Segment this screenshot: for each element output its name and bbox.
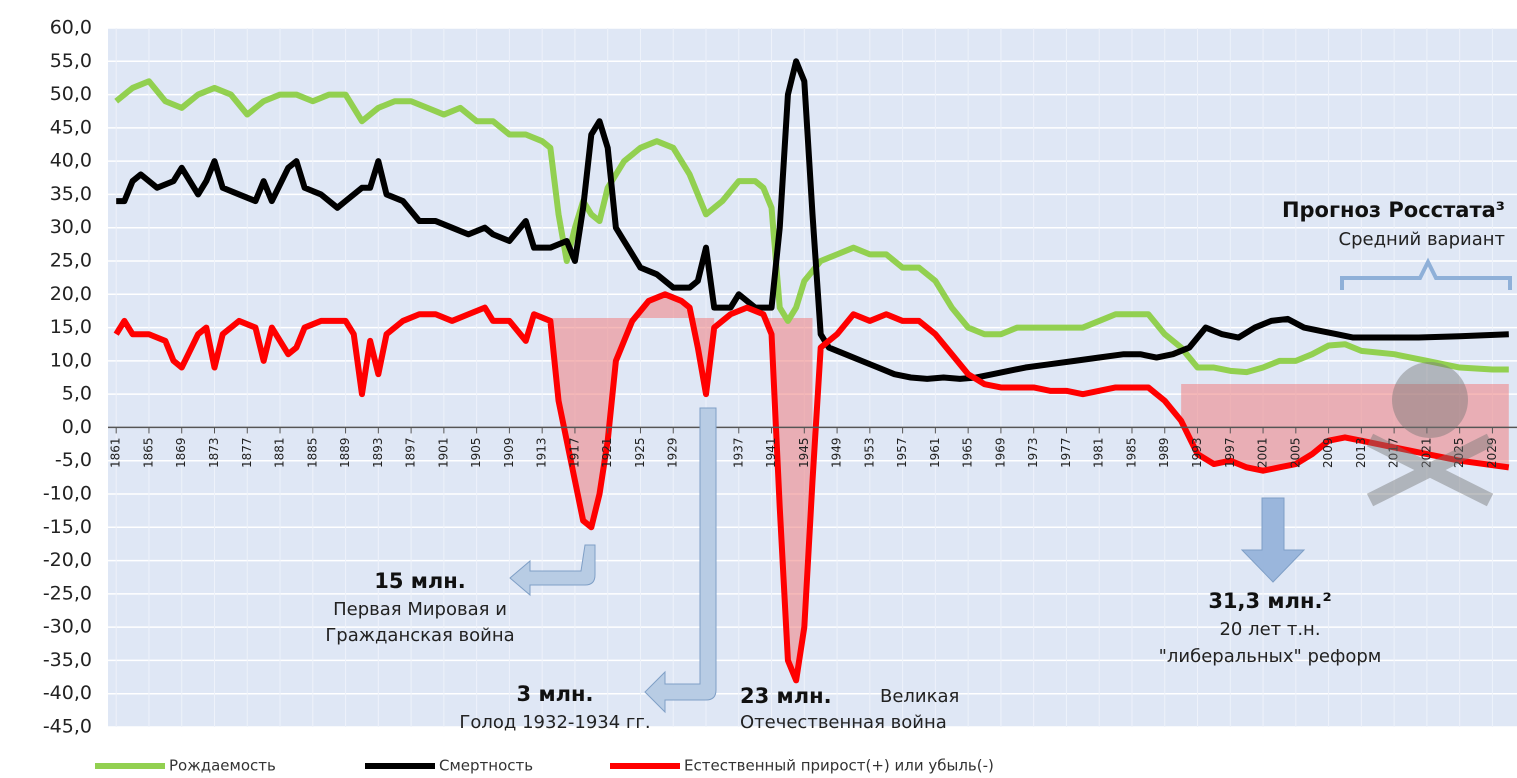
x-tick-label: 2029 <box>1485 437 1499 468</box>
x-tick-label: 1925 <box>633 437 647 468</box>
forecast-bracket <box>1340 257 1512 290</box>
y-tick-label: -15,0 <box>43 516 92 538</box>
x-tick-label: 1869 <box>174 437 188 468</box>
x-tick-label: 1941 <box>764 437 778 468</box>
x-tick-label: 1945 <box>797 437 811 468</box>
legend-label: Рождаемость <box>169 757 276 775</box>
x-tick-label: 1873 <box>207 437 221 468</box>
arrow <box>644 407 717 714</box>
x-tick-label: 1989 <box>1157 437 1171 468</box>
y-tick-label: 50,0 <box>50 83 92 105</box>
x-tick-label: 1969 <box>993 437 1007 468</box>
y-tick-label: -45,0 <box>43 716 92 738</box>
x-tick-label: 2001 <box>1256 437 1270 468</box>
y-tick-label: 10,0 <box>50 349 92 371</box>
y-tick-label: 20,0 <box>50 283 92 305</box>
y-tick-label: -40,0 <box>43 682 92 704</box>
annotation: Отечественная война <box>740 712 947 733</box>
x-tick-label: 1881 <box>273 437 287 468</box>
x-tick-label: 1865 <box>141 437 155 468</box>
x-tick-label: 1997 <box>1223 437 1237 468</box>
x-tick-label: 1905 <box>469 437 483 468</box>
x-tick-label: 1965 <box>961 437 975 468</box>
x-tick-label: 1909 <box>502 437 516 468</box>
annotation: 31,3 млн.² <box>1208 589 1331 613</box>
y-tick-label: 0,0 <box>62 416 92 438</box>
x-tick-label: 1885 <box>305 437 319 468</box>
annotation: 3 млн. <box>517 682 594 706</box>
y-tick-label: -10,0 <box>43 483 92 505</box>
series-line <box>116 58 1509 382</box>
x-tick-label: 1921 <box>600 437 614 468</box>
y-tick-label: -25,0 <box>43 582 92 604</box>
y-tick-label: 25,0 <box>50 250 92 272</box>
y-tick-label: 45,0 <box>50 116 92 138</box>
x-tick-label: 1961 <box>928 437 942 468</box>
skull-icon <box>1366 362 1494 507</box>
series-line <box>113 291 1510 684</box>
x-tick-label: 1917 <box>567 437 581 468</box>
y-tick-label: -30,0 <box>43 616 92 638</box>
x-tick-label: 1901 <box>436 437 450 468</box>
x-tick-label: 1861 <box>109 437 123 468</box>
arrow <box>509 544 596 597</box>
x-tick-label: 2009 <box>1321 437 1335 468</box>
x-tick-label: 1949 <box>830 437 844 468</box>
x-tick-label: 1953 <box>862 437 876 468</box>
x-tick-label: 1981 <box>1092 437 1106 468</box>
annotation: "либеральных" реформ <box>1159 646 1382 667</box>
x-tick-label: 2005 <box>1288 437 1302 468</box>
x-tick-label: 1893 <box>371 437 385 468</box>
axes: 60,0 55,0 50,0 45,0 40,0 35,0 30,0 25,0 20,0 15,0… <box>43 17 1517 738</box>
y-tick-label: 5,0 <box>62 383 92 405</box>
annotation: Средний вариант <box>1339 229 1505 250</box>
annotation: Голод 1932-1934 гг. <box>459 712 650 733</box>
x-tick-label: 2013 <box>1354 437 1368 468</box>
x-tick-label: 1957 <box>895 437 909 468</box>
y-tick-label: -20,0 <box>43 549 92 571</box>
y-tick-label: 15,0 <box>50 316 92 338</box>
y-tick-label: 30,0 <box>50 216 92 238</box>
x-tick-label: 1897 <box>404 437 418 468</box>
annotation: Прогноз Росстата³ <box>1282 198 1505 222</box>
x-tick-label: 2021 <box>1419 437 1433 468</box>
legend-label: Смертность <box>439 757 533 775</box>
y-tick-label: 40,0 <box>50 150 92 172</box>
x-tick-label: 1937 <box>731 437 745 468</box>
annotation: Гражданская война <box>325 625 514 646</box>
annotation: 23 млн. <box>740 684 832 708</box>
y-tick-label: 60,0 <box>50 17 92 39</box>
x-tick-label: 1985 <box>1124 437 1138 468</box>
arrow <box>1240 497 1306 583</box>
x-tick-label: 1913 <box>535 437 549 468</box>
x-tick-label: 1929 <box>666 437 680 468</box>
annotation: Первая Мировая и <box>333 599 507 620</box>
x-tick-label: 2017 <box>1387 437 1401 468</box>
x-tick-label: 1889 <box>338 437 352 468</box>
lines <box>113 58 1510 684</box>
annotation: 15 млн. <box>374 569 466 593</box>
x-tick-label: 1877 <box>240 437 254 468</box>
series-line <box>114 78 1509 376</box>
loss-area <box>550 294 715 528</box>
legend: Рождаемость Смертность Естественный прирос… <box>95 757 994 775</box>
y-tick-label: -35,0 <box>43 649 92 671</box>
annotation: 20 лет т.н. <box>1219 619 1320 640</box>
x-tick-label: 2025 <box>1452 437 1466 468</box>
x-tick-label: 1973 <box>1026 437 1040 468</box>
y-tick-label: 55,0 <box>50 50 92 72</box>
annotation: Великая <box>880 686 959 707</box>
y-tick-label: -5,0 <box>55 449 92 471</box>
x-tick-label: 1977 <box>1059 437 1073 468</box>
legend-label: Естественный прирост(+) или убыль(-) <box>684 757 994 775</box>
x-tick-label: 1993 <box>1190 437 1204 468</box>
y-tick-label: 35,0 <box>50 183 92 205</box>
